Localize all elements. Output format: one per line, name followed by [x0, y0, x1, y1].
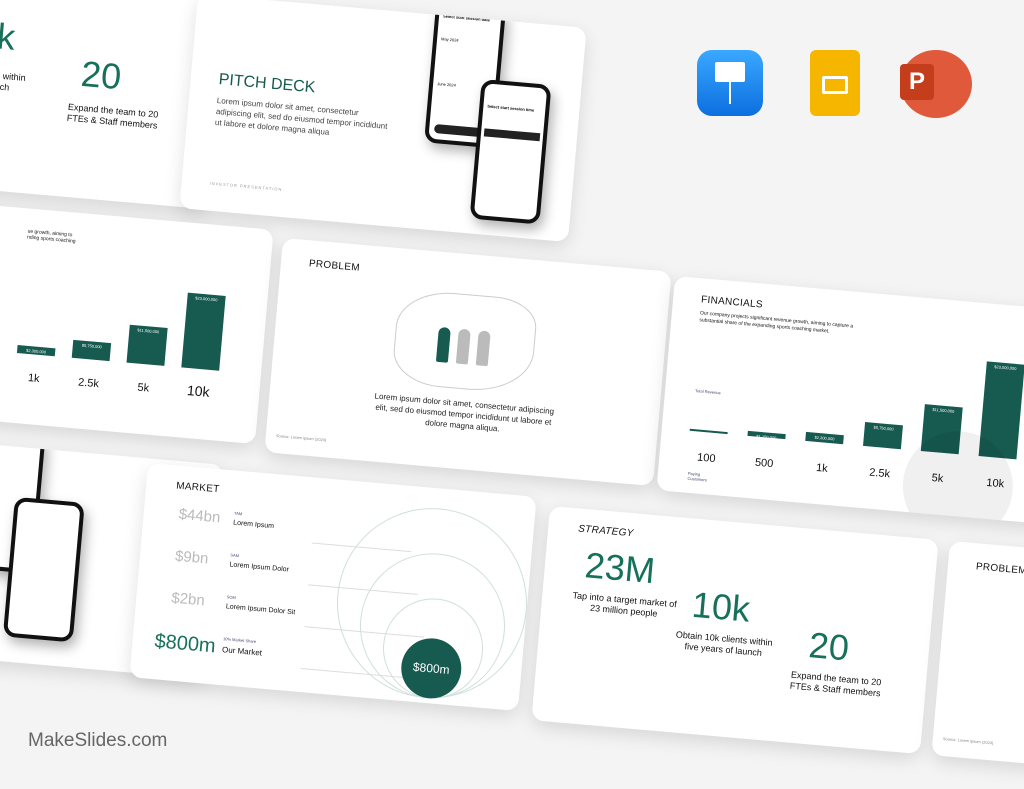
powerpoint-app-icon: P	[900, 50, 972, 118]
slide-pitch-deck[interactable]: PITCH DECK Lorem ipsum dolor sit amet, c…	[179, 0, 587, 243]
source-note: Source: Lorem ipsum (2024)	[942, 736, 994, 746]
pitch-body: Lorem ipsum dolor sit amet, consectetur …	[214, 95, 388, 137]
chart-bar: $2,300,000	[805, 431, 844, 445]
market-value: $800m	[153, 630, 217, 658]
stat-text: Tap into a target market of 23 million p…	[572, 590, 678, 619]
stat-text: Obtain 10k clients within five years of …	[675, 629, 773, 658]
slide-problem-partial[interactable]: PROBLEM Source: Lorem ipsum (2024)	[931, 540, 1024, 789]
customers-label: Paying Customers	[687, 470, 708, 483]
slide-financials[interactable]: FINANCIALS Our company projects signific…	[656, 275, 1024, 525]
google-slides-app-icon	[810, 50, 860, 116]
bar-label: $11,500,000	[137, 327, 160, 335]
phone-title: Select start session date	[442, 13, 491, 23]
market-value: $9bn	[174, 547, 210, 568]
market-label: Lorem Ipsum Dolor	[229, 561, 290, 574]
stat-text: Expand the team to 20 FTEs & Staff membe…	[66, 101, 159, 131]
bar-data-label: $1,150,000	[756, 433, 777, 441]
market-value: $44bn	[178, 505, 222, 527]
problem-title: PROBLEM	[975, 561, 1024, 577]
chart-bar: $1,150,000	[747, 431, 786, 441]
financials-title: FINANCIALS	[700, 294, 764, 311]
market-title: MARKET	[175, 480, 221, 496]
x-tick-label: 100	[696, 451, 716, 466]
bar-data-label: $11,500,000	[932, 406, 955, 414]
circle-label: $800m	[412, 659, 451, 677]
pitch-footer: INVESTOR PRESENTATION	[209, 180, 283, 192]
x-tick-label: 1k	[815, 461, 829, 475]
time-option-selected[interactable]	[483, 128, 541, 142]
bar-label: $5,750,000	[81, 342, 103, 350]
stat-text: s within nch	[0, 70, 27, 93]
market-tag: 10% Market Share	[222, 636, 257, 644]
bar-data-label: $2,300,000	[814, 434, 835, 441]
bar-label: $2,300,000	[25, 347, 47, 355]
problem-title: PROBLEM	[308, 258, 361, 274]
bar-data-label: $5,750,000	[873, 425, 894, 432]
x-label: 5k	[137, 381, 150, 395]
bar-label: $23,000,000	[195, 295, 218, 303]
bar-data-label	[690, 431, 728, 434]
x-tick-label: 500	[754, 456, 774, 471]
x-label: 10k	[186, 381, 211, 400]
keynote-app-icon	[697, 50, 763, 116]
stat-text: Expand the team to 20 FTEs & Staff membe…	[789, 669, 882, 699]
phone-title: Select start session time	[487, 103, 535, 113]
slide-financials-partial[interactable]: ue growth, aiming to nding sports coachi…	[0, 195, 274, 445]
financials-body: ue growth, aiming to nding sports coachi…	[26, 228, 76, 245]
pitch-title: PITCH DECK	[217, 71, 317, 97]
slide-strategy[interactable]: STRATEGY 23M Tap into a target market of…	[531, 505, 939, 755]
chart-bar	[689, 428, 728, 435]
phone-mockup	[2, 496, 85, 643]
market-tag: TAM	[233, 510, 243, 517]
financials-body: Our company projects significant revenue…	[699, 310, 854, 335]
x-label: 1k	[27, 372, 41, 386]
stat-big: 23M	[583, 544, 657, 592]
market-label: Lorem Ipsum Dolor Sit	[225, 603, 296, 617]
month-label: May 2024	[440, 36, 459, 43]
stat-big: 10k	[690, 583, 752, 630]
slide-problem[interactable]: PROBLEM Lorem ipsum dolor sit amet, cons…	[264, 237, 672, 487]
revenue-label: Total Revenue	[694, 388, 721, 396]
problem-body: Lorem ipsum dolor sit amet, consectetur …	[374, 391, 555, 434]
slide-market[interactable]: MARKET $44bn TAM Lorem Ipsum $9bn SAM Lo…	[129, 462, 537, 712]
market-label: Our Market	[221, 645, 263, 658]
stat-big: 20	[79, 52, 123, 98]
phone-mockup: Select start session time	[469, 78, 552, 225]
market-value: $2bn	[170, 589, 206, 610]
brand-watermark: MakeSlides.com	[28, 730, 168, 751]
market-tag: SAM	[230, 552, 240, 559]
chart-bar: $5,750,000	[863, 422, 903, 450]
strategy-title: STRATEGY	[577, 523, 635, 540]
x-tick-label: 2.5k	[868, 466, 891, 481]
stat-big: 20	[807, 624, 851, 669]
x-label: 2.5k	[77, 376, 100, 391]
market-tag: SOM	[226, 594, 237, 601]
market-label: Lorem Ipsum	[232, 519, 275, 531]
stat-big: k	[0, 15, 17, 58]
bar-data-label: $23,000,000	[994, 364, 1017, 372]
source-note: Source: Lorem ipsum (2024)	[275, 433, 327, 443]
